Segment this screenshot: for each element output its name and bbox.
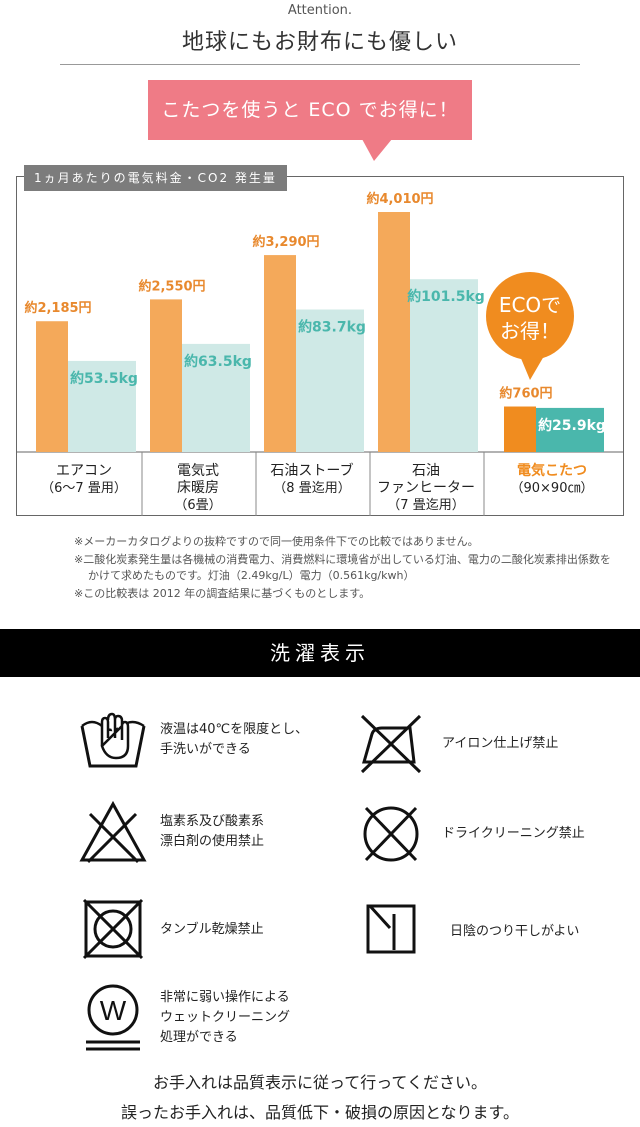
eco-badge — [486, 272, 574, 360]
care-text-line: タンブル乾燥禁止 — [160, 922, 264, 937]
data-label-cost: 約2,550円 — [138, 278, 205, 294]
bar-co2 — [296, 309, 364, 452]
care-text-line: 塩素系及び酸素系 — [160, 814, 265, 829]
bar-electricity-cost — [150, 299, 182, 452]
eco-badge-line2: お得！ — [500, 319, 560, 343]
care-item-no-dry-clean: ドライクリーニング禁止 — [356, 802, 585, 866]
no-iron-icon — [360, 714, 422, 774]
footnote-2: ※二酸化炭素発生量は各機械の消費電力、消費燃料に環境省が出している灯油、電力の二… — [74, 553, 611, 582]
care-text-line: ウェットクリーニング — [160, 1010, 291, 1025]
care-item-no-tumble-dry: タンブル乾燥禁止 — [78, 898, 264, 962]
chart-frame — [16, 176, 624, 516]
footnote-3: ※この比較表は 2012 年の調査結果に基づくものとします。 — [74, 587, 371, 600]
attention-label: Attention. — [287, 3, 353, 18]
data-label-cost: 約3,290円 — [252, 234, 319, 250]
data-label-cost: 約4,010円 — [366, 191, 433, 207]
care-text-line: 非常に弱い操作による — [160, 990, 290, 1005]
bar-electricity-cost — [264, 255, 296, 452]
category-label: （90×90㎝） — [511, 481, 594, 496]
bar-co2 — [68, 360, 136, 452]
eco-badge-line1: ECOで — [499, 293, 561, 317]
data-label-co2: 約53.5kg — [70, 370, 138, 387]
care-instructions: お手入れは品質表示に従って行ってください。 誤ったお手入れは、品質低下・破損の原… — [0, 1068, 640, 1127]
wet-clean-icon: W — [86, 984, 140, 1051]
care-text-line: 日陰のつり干しがよい — [450, 924, 580, 939]
category-label: 電気こたつ — [517, 462, 587, 479]
care-text-line: 液温は40℃を限度とし、 — [160, 722, 309, 737]
category-label: （6畳） — [174, 498, 221, 513]
category-label: 石油ストーブ — [270, 462, 353, 479]
care-instruction-line: 誤ったお手入れは、品質低下・破損の原因となります。 — [121, 1103, 519, 1122]
care-instruction-line: お手入れは品質表示に従って行ってください。 — [153, 1073, 487, 1092]
page-title: 地球にもお財布にも優しい — [181, 30, 458, 55]
care-item-wet-clean: W 非常に弱い操作による ウェットクリーニング 処理ができる — [78, 982, 290, 1054]
care-item-no-bleach: 塩素系及び酸素系 漂白剤の使用禁止 — [78, 800, 264, 864]
eco-callout: こたつを使うと ECO でお得に！ — [148, 80, 472, 140]
data-label-co2: 約83.7kg — [298, 319, 366, 336]
category-label: （8 畳迄用） — [273, 481, 350, 496]
eco-callout-tail — [362, 139, 392, 161]
data-label-co2: 約101.5kg — [407, 288, 485, 305]
category-label: （6〜7 畳用） — [41, 481, 127, 496]
bar-co2 — [410, 279, 478, 452]
care-item-hand-wash: 液温は40℃を限度とし、 手洗いができる — [78, 708, 308, 772]
bar-co2 — [536, 407, 604, 452]
category-label: エアコン — [56, 463, 112, 479]
care-text-line: 漂白剤の使用禁止 — [160, 834, 265, 849]
category-label: 電気式 — [177, 463, 219, 479]
care-item-shade-line-dry: 日陰のつり干しがよい — [356, 900, 579, 964]
category-label: 石油 — [412, 463, 440, 479]
no-dry-clean-icon — [363, 806, 419, 862]
data-label-co2: 約63.5kg — [184, 353, 252, 370]
care-text-line: アイロン仕上げ禁止 — [442, 736, 559, 751]
care-text-line: ドライクリーニング禁止 — [442, 826, 585, 841]
category-label: （7 畳迄用） — [387, 498, 464, 513]
bar-co2 — [182, 343, 250, 452]
data-label-cost: 約760円 — [499, 386, 552, 402]
washing-section-title: 洗濯表示 — [0, 629, 640, 677]
data-label-co2: 約25.9kg — [538, 417, 606, 434]
bar-electricity-cost — [378, 212, 410, 452]
shade-line-dry-icon — [366, 904, 416, 954]
svg-text:W: W — [100, 995, 127, 1026]
category-label: ファンヒーター — [377, 480, 475, 496]
bar-electricity-cost — [36, 321, 68, 452]
no-tumble-dry-icon — [82, 898, 144, 960]
footnotes: ※メーカーカタログよりの抜粋ですので同一使用条件下での比較ではありません。 ※二… — [74, 534, 614, 604]
care-text-line: 処理ができる — [160, 1030, 238, 1045]
title-divider — [60, 64, 580, 65]
chart-title: 1ヵ月あたりの電気料金・CO2 発生量 — [24, 165, 287, 191]
care-text-line: 手洗いができる — [160, 742, 251, 757]
data-label-cost: 約2,185円 — [24, 300, 91, 316]
hand-wash-icon — [80, 712, 146, 768]
no-bleach-icon — [79, 800, 147, 864]
category-label: 床暖房 — [177, 480, 219, 496]
care-item-no-iron: アイロン仕上げ禁止 — [356, 712, 558, 776]
footnote-1: ※メーカーカタログよりの抜粋ですので同一使用条件下での比較ではありません。 — [74, 535, 479, 548]
eco-badge-tail — [520, 356, 544, 380]
bar-electricity-cost — [504, 406, 536, 452]
